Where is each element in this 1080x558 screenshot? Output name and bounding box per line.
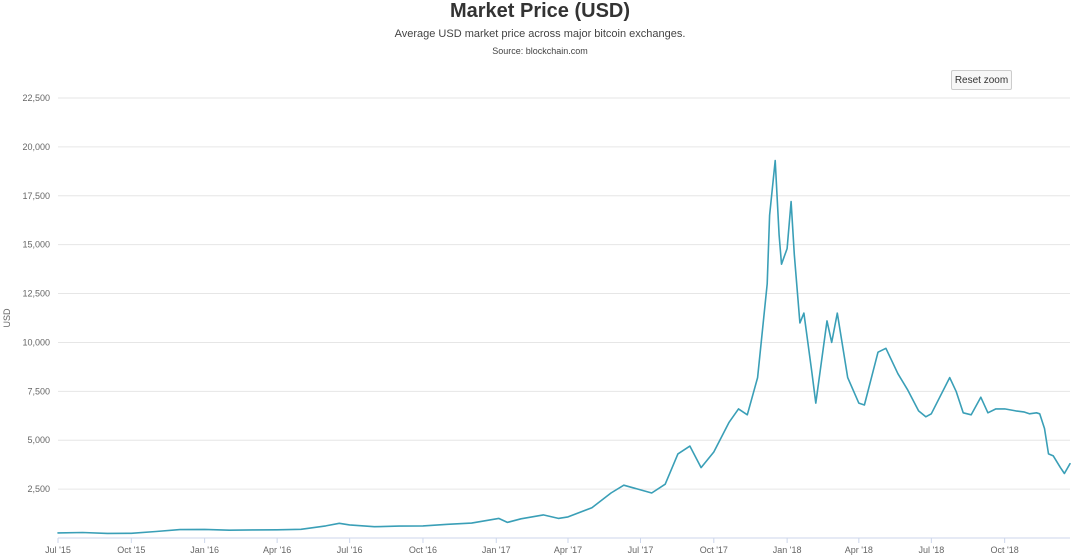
y-tick-label: 5,000 (27, 435, 50, 445)
x-axis-labels: Jul '15 Oct '15 Jan '16 Apr '16 Jul '16 Oct '… (45, 545, 1019, 555)
x-tick-label: Jul '18 (918, 545, 944, 555)
chart-source: Source: blockchain.com (492, 46, 588, 56)
y-tick-label: 2,500 (27, 484, 50, 494)
axes (57, 537, 1070, 543)
series-layer (57, 159, 1071, 535)
chart-subtitle: Average USD market price across major bi… (394, 28, 686, 40)
x-tick-label: Jan '17 (482, 545, 511, 555)
x-tick-label: Apr '16 (263, 545, 291, 555)
reset-zoom-button[interactable]: Reset zoom (951, 70, 1012, 90)
x-tick-label: Apr '17 (554, 545, 582, 555)
x-tick-label: Oct '18 (991, 545, 1019, 555)
x-tick-label: Oct '17 (700, 545, 728, 555)
x-tick-label: Jul '15 (45, 545, 71, 555)
y-tick-label: 12,500 (22, 289, 50, 299)
x-tick-label: Oct '15 (117, 545, 145, 555)
y-tick-label: 15,000 (22, 240, 50, 250)
price-series-line (57, 159, 1071, 535)
y-tick-label: 22,500 (22, 93, 50, 103)
y-axis-title: USD (2, 308, 12, 328)
y-tick-label: 17,500 (22, 191, 50, 201)
x-tick-label: Jul '17 (628, 545, 654, 555)
chart-title: Market Price (USD) (449, 0, 631, 22)
x-tick-label: Jul '16 (337, 545, 363, 555)
y-tick-label: 10,000 (22, 337, 50, 347)
y-tick-label: 20,000 (22, 142, 50, 152)
y-tick-label: 7,500 (27, 386, 50, 396)
x-tick-label: Jan '18 (773, 545, 802, 555)
y-axis-labels: 2,500 5,000 7,500 10,000 12,500 15,000 17,500 2… (22, 93, 50, 494)
x-tick-label: Oct '16 (409, 545, 437, 555)
grid-lines (58, 97, 1070, 490)
x-tick-label: Jan '16 (190, 545, 219, 555)
x-tick-label: Apr '18 (845, 545, 873, 555)
